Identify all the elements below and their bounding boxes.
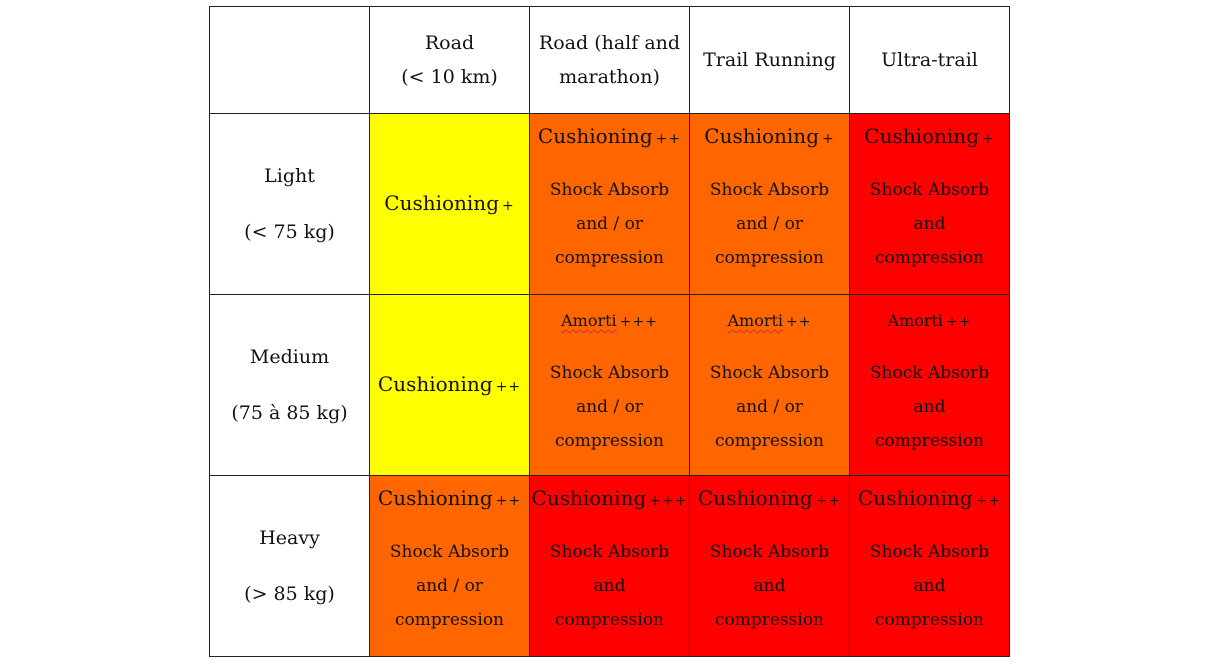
row-medium: Medium (75 à 85 kg) Cushioning ++ Amorti +… — [209, 294, 1010, 476]
cell-desc-line: Shock Absorb — [549, 363, 670, 383]
header-line: (< 10 km) — [401, 66, 498, 88]
cell-title: Amorti — [727, 311, 784, 330]
cell-desc-line: and — [593, 576, 626, 596]
cell-medium-ultra: Amorti ++ Shock Absorb and compression — [849, 294, 1010, 476]
header-line: Road (half and — [530, 26, 689, 60]
row-label-heavy: Heavy (> 85 kg) — [209, 475, 370, 657]
cell-desc-line: Shock Absorb — [389, 542, 510, 562]
cell-plus: ++ — [495, 493, 522, 509]
cell-desc-line: Shock Absorb — [549, 542, 670, 562]
header-road-half-marathon: Road (half and marathon) — [529, 6, 690, 114]
cell-plus: + — [982, 131, 995, 147]
header-line: Trail Running — [703, 49, 836, 71]
cell-heavy-ultra: Cushioning ++ Shock Absorb and compressio… — [849, 475, 1010, 657]
cell-title: Cushioning — [864, 124, 979, 148]
cell-desc-line: Shock Absorb — [709, 363, 830, 383]
cell-title: Cushioning — [531, 486, 647, 510]
cell-desc-line: compression — [554, 431, 664, 451]
cell-plus: + — [502, 197, 515, 214]
cell-desc-line: Shock Absorb — [709, 542, 830, 562]
cell-medium-road-half: Amorti +++ Shock Absorb and / or compress… — [529, 294, 690, 476]
cell-desc-line: and / or — [576, 397, 643, 417]
row-label: Light — [264, 165, 315, 187]
cell-light-road-short: Cushioning + — [369, 113, 530, 295]
header-ultra-trail: Ultra-trail — [849, 6, 1010, 114]
header-line: marathon) — [559, 66, 660, 88]
cell-plus: +++ — [619, 314, 658, 330]
cell-desc-line: compression — [394, 610, 504, 630]
cell-plus: ++ — [655, 131, 682, 147]
cell-title: Amorti — [887, 311, 944, 330]
header-text: Road (half and — [538, 32, 681, 54]
cell-title: Cushioning — [857, 486, 973, 510]
cell-title: Cushioning — [704, 124, 819, 148]
cell-desc-line: Shock Absorb — [709, 180, 830, 200]
corner-cell — [209, 6, 370, 114]
cell-light-ultra: Cushioning + Shock Absorb and compression — [849, 113, 1010, 295]
header-row: Road (< 10 km) Road (half and marathon) … — [209, 6, 1010, 114]
cell-title: Cushioning — [377, 371, 493, 396]
header-trail-running: Trail Running — [689, 6, 850, 114]
cell-desc-line: compression — [714, 610, 824, 630]
cell-desc-line: Shock Absorb — [869, 180, 990, 200]
row-label: Heavy — [259, 527, 320, 549]
cell-desc-line: Shock Absorb — [869, 363, 990, 383]
cell-plus: ++ — [975, 493, 1002, 509]
row-label: Medium — [249, 346, 330, 368]
cell-desc-line: Shock Absorb — [869, 542, 990, 562]
cell-desc-line: and — [913, 214, 946, 234]
cell-desc-line: compression — [874, 248, 984, 268]
cell-plus: ++ — [495, 378, 522, 395]
cell-plus: +++ — [649, 493, 688, 509]
cell-desc-line: compression — [874, 610, 984, 630]
cell-desc-line: compression — [714, 248, 824, 268]
header-road-short: Road (< 10 km) — [369, 6, 530, 114]
cell-light-road-half: Cushioning ++ Shock Absorb and / or compr… — [529, 113, 690, 295]
cell-medium-trail: Amorti ++ Shock Absorb and / or compressi… — [689, 294, 850, 476]
cell-plus: + — [822, 131, 835, 147]
cell-heavy-road-half: Cushioning +++ Shock Absorb and compressi… — [529, 475, 690, 657]
header-line: Ultra-trail — [881, 49, 978, 71]
cell-plus: ++ — [786, 314, 812, 330]
row-heavy: Heavy (> 85 kg) Cushioning ++ Shock Absor… — [209, 475, 1010, 657]
row-label-medium: Medium (75 à 85 kg) — [209, 294, 370, 476]
row-weight: (< 75 kg) — [244, 221, 335, 243]
header-line: Road — [424, 32, 475, 54]
cell-title: Cushioning — [377, 486, 493, 510]
cell-desc-line: compression — [714, 431, 824, 451]
row-weight: (75 à 85 kg) — [231, 402, 348, 424]
cell-title: Cushioning — [537, 124, 653, 148]
cell-desc-line: compression — [554, 248, 664, 268]
cell-title: Cushioning — [384, 190, 499, 215]
cushioning-table: Road (< 10 km) Road (half and marathon) … — [209, 6, 1010, 657]
cell-desc-line: Shock Absorb — [549, 180, 670, 200]
row-light: Light (< 75 kg) Cushioning + Cushioning ++… — [209, 113, 1010, 295]
cell-desc-line: and — [913, 576, 946, 596]
cell-plus: ++ — [815, 493, 842, 509]
row-label-light: Light (< 75 kg) — [209, 113, 370, 295]
cell-desc-line: and / or — [576, 214, 643, 234]
cell-title: Cushioning — [697, 486, 813, 510]
cell-plus: ++ — [946, 314, 972, 330]
cell-heavy-trail: Cushioning ++ Shock Absorb and compressio… — [689, 475, 850, 657]
cell-desc-line: and — [913, 397, 946, 417]
cell-medium-road-short: Cushioning ++ — [369, 294, 530, 476]
cell-title: Amorti — [561, 311, 617, 330]
row-weight: (> 85 kg) — [244, 583, 335, 605]
cell-desc-line: and / or — [736, 397, 803, 417]
cell-desc-line: and / or — [416, 576, 483, 596]
cell-desc-line: and / or — [736, 214, 803, 234]
cell-desc-line: compression — [554, 610, 664, 630]
cell-desc-line: and — [753, 576, 786, 596]
cell-light-trail: Cushioning + Shock Absorb and / or compre… — [689, 113, 850, 295]
cell-heavy-road-short: Cushioning ++ Shock Absorb and / or compr… — [369, 475, 530, 657]
cell-desc-line: compression — [874, 431, 984, 451]
